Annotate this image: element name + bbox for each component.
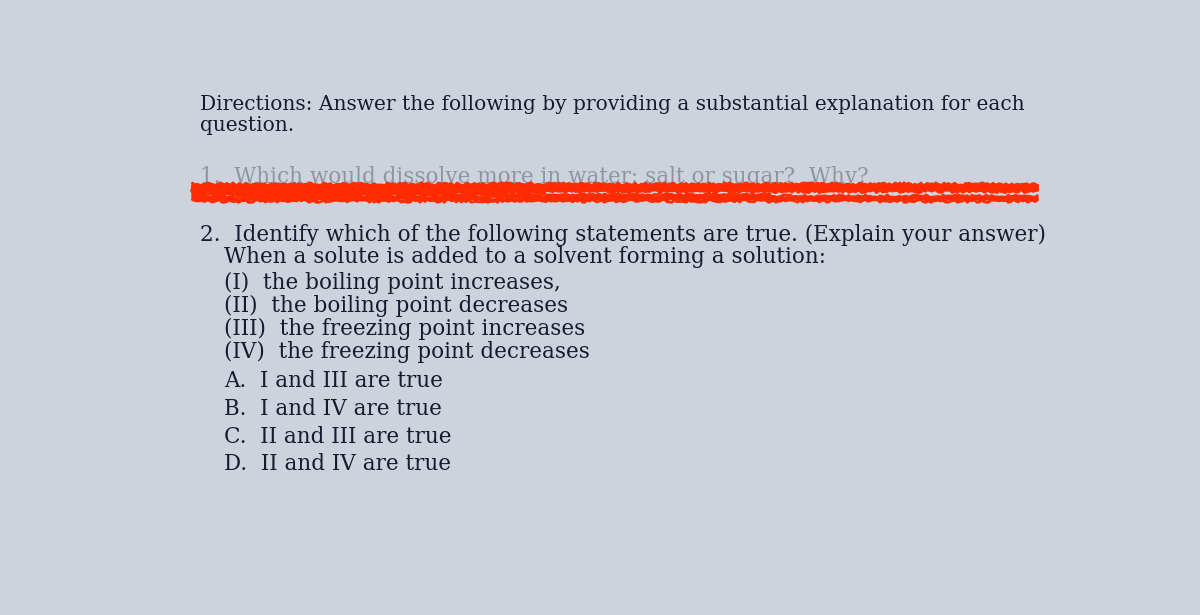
Text: (II)  the boiling point decreases: (II) the boiling point decreases (223, 295, 568, 317)
Text: (IV)  the freezing point decreases: (IV) the freezing point decreases (223, 341, 589, 363)
Text: question.: question. (200, 116, 294, 135)
Text: When a solute is added to a solvent forming a solution:: When a solute is added to a solvent form… (223, 245, 826, 268)
Text: Directions: Answer the following by providing a substantial explanation for each: Directions: Answer the following by prov… (200, 95, 1025, 114)
Text: (I)  the boiling point increases,: (I) the boiling point increases, (223, 272, 560, 294)
Text: A.  I and III are true: A. I and III are true (223, 370, 443, 392)
Text: C.  II and III are true: C. II and III are true (223, 426, 451, 448)
Text: D.  II and IV are true: D. II and IV are true (223, 453, 451, 475)
Text: B.  I and IV are true: B. I and IV are true (223, 398, 442, 420)
Text: (III)  the freezing point increases: (III) the freezing point increases (223, 318, 584, 340)
Text: 2.  Identify which of the following statements are true. (Explain your answer): 2. Identify which of the following state… (200, 224, 1046, 246)
Text: 1.  Which would dissolve more in water: salt or sugar?  Why?: 1. Which would dissolve more in water: s… (200, 166, 869, 188)
